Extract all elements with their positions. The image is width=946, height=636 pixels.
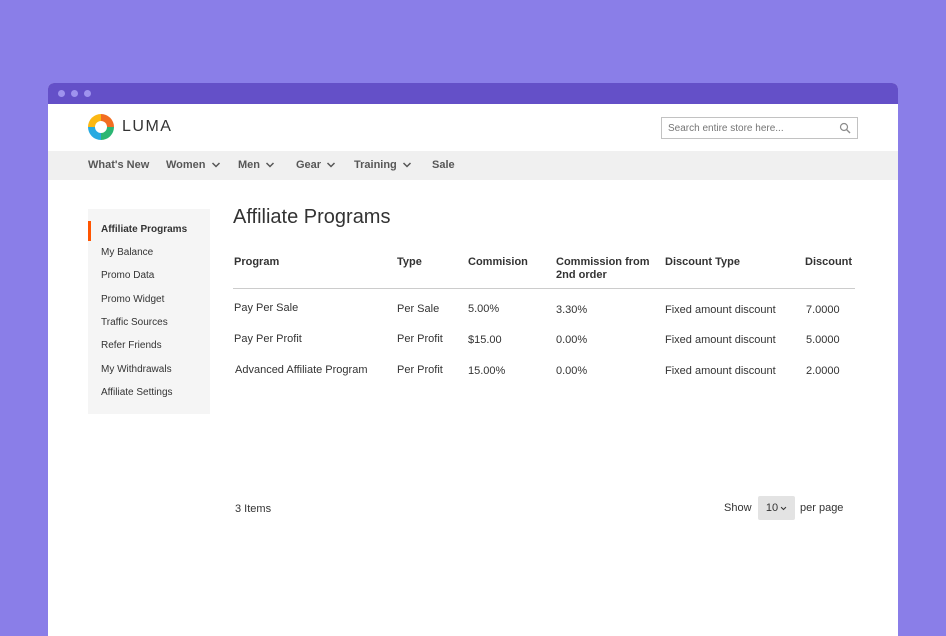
cell-commission: $15.00 bbox=[468, 334, 502, 346]
chevron-down-icon bbox=[265, 162, 275, 168]
nav-item-label: Gear bbox=[296, 159, 322, 171]
search-box bbox=[661, 117, 858, 139]
page-title: Affiliate Programs bbox=[233, 206, 391, 228]
nav-item-label: Sale bbox=[432, 159, 455, 171]
chevron-down-icon bbox=[211, 162, 220, 168]
cell-type: Per Profit bbox=[397, 364, 443, 376]
window-close-dot[interactable] bbox=[58, 90, 65, 97]
cell-commission: 5.00% bbox=[468, 303, 500, 315]
cell-type: Per Profit bbox=[397, 333, 443, 345]
store-logo[interactable]: LUMA bbox=[88, 114, 172, 140]
cell-commission-2nd: 0.00% bbox=[556, 334, 588, 346]
sidebar-item-promo-data[interactable]: Promo Data bbox=[101, 270, 155, 281]
sidebar-item-my-withdrawals[interactable]: My Withdrawals bbox=[101, 364, 172, 375]
per-page-select[interactable]: 10 bbox=[758, 496, 795, 520]
column-header-commission-2nd-order: Commission from 2nd order bbox=[556, 256, 650, 281]
cell-commission: 15.00% bbox=[468, 365, 506, 377]
sidebar-item-promo-widget[interactable]: Promo Widget bbox=[101, 294, 165, 305]
table-header-divider bbox=[233, 288, 855, 289]
nav-item-gear[interactable]: Gear bbox=[296, 159, 336, 171]
column-header-type: Type bbox=[397, 256, 422, 268]
sidebar-item-my-balance[interactable]: My Balance bbox=[101, 247, 154, 258]
window-titlebar bbox=[48, 83, 898, 104]
nav-item-training[interactable]: Training bbox=[354, 159, 412, 171]
chevron-down-icon bbox=[780, 506, 787, 510]
per-page-label: per page bbox=[800, 502, 844, 514]
cell-type: Per Sale bbox=[397, 303, 440, 315]
chevron-down-icon bbox=[402, 162, 411, 168]
main-navigation: What's New Women Men Gear Training Sale bbox=[48, 151, 898, 180]
nav-item-sale[interactable]: Sale bbox=[432, 159, 455, 171]
nav-item-whats-new[interactable]: What's New bbox=[88, 159, 149, 171]
sidebar-item-traffic-sources[interactable]: Traffic Sources bbox=[101, 317, 168, 328]
cell-discount: 2.0000 bbox=[806, 365, 840, 377]
cell-commission-2nd: 0.00% bbox=[556, 365, 588, 377]
column-header-discount: Discount bbox=[805, 256, 853, 268]
account-sidebar: Affiliate Programs My Balance Promo Data… bbox=[88, 209, 210, 414]
nav-item-label: Men bbox=[238, 159, 260, 171]
cell-discount-type: Fixed amount discount bbox=[665, 365, 776, 377]
cell-program: Pay Per Profit bbox=[234, 333, 302, 345]
per-page-value: 10 bbox=[765, 502, 779, 514]
luma-logo-icon bbox=[88, 114, 114, 140]
column-header-program: Program bbox=[234, 256, 280, 268]
search-input[interactable] bbox=[662, 122, 832, 134]
cell-program: Advanced Affiliate Program bbox=[235, 364, 368, 376]
column-header-discount-type: Discount Type bbox=[665, 256, 740, 268]
cell-discount: 7.0000 bbox=[806, 304, 840, 316]
brand-name: LUMA bbox=[122, 118, 173, 135]
cell-discount: 5.0000 bbox=[806, 334, 840, 346]
nav-item-label: Women bbox=[166, 159, 206, 171]
show-label: Show bbox=[724, 502, 752, 514]
window-minimize-dot[interactable] bbox=[71, 90, 78, 97]
nav-item-men[interactable]: Men bbox=[238, 159, 275, 171]
cell-discount-type: Fixed amount discount bbox=[665, 304, 776, 316]
items-count: 3 Items bbox=[235, 503, 272, 515]
active-item-marker bbox=[88, 221, 91, 241]
search-icon[interactable] bbox=[839, 122, 851, 134]
store-header: LUMA bbox=[48, 104, 898, 151]
cell-program: Pay Per Sale bbox=[234, 302, 299, 314]
nav-item-label: Training bbox=[354, 159, 397, 171]
nav-item-women[interactable]: Women bbox=[166, 159, 221, 171]
cell-commission-2nd: 3.30% bbox=[556, 304, 588, 316]
browser-window: LUMA What's New Women Men Gear Training bbox=[48, 83, 898, 636]
sidebar-item-affiliate-settings[interactable]: Affiliate Settings bbox=[101, 387, 173, 398]
sidebar-item-refer-friends[interactable]: Refer Friends bbox=[101, 340, 162, 351]
cell-discount-type: Fixed amount discount bbox=[665, 334, 776, 346]
nav-item-label: What's New bbox=[88, 159, 150, 171]
chevron-down-icon bbox=[327, 162, 336, 168]
window-maximize-dot[interactable] bbox=[84, 90, 91, 97]
column-header-commission: Commision bbox=[468, 256, 528, 268]
sidebar-item-affiliate-programs[interactable]: Affiliate Programs bbox=[101, 224, 188, 235]
